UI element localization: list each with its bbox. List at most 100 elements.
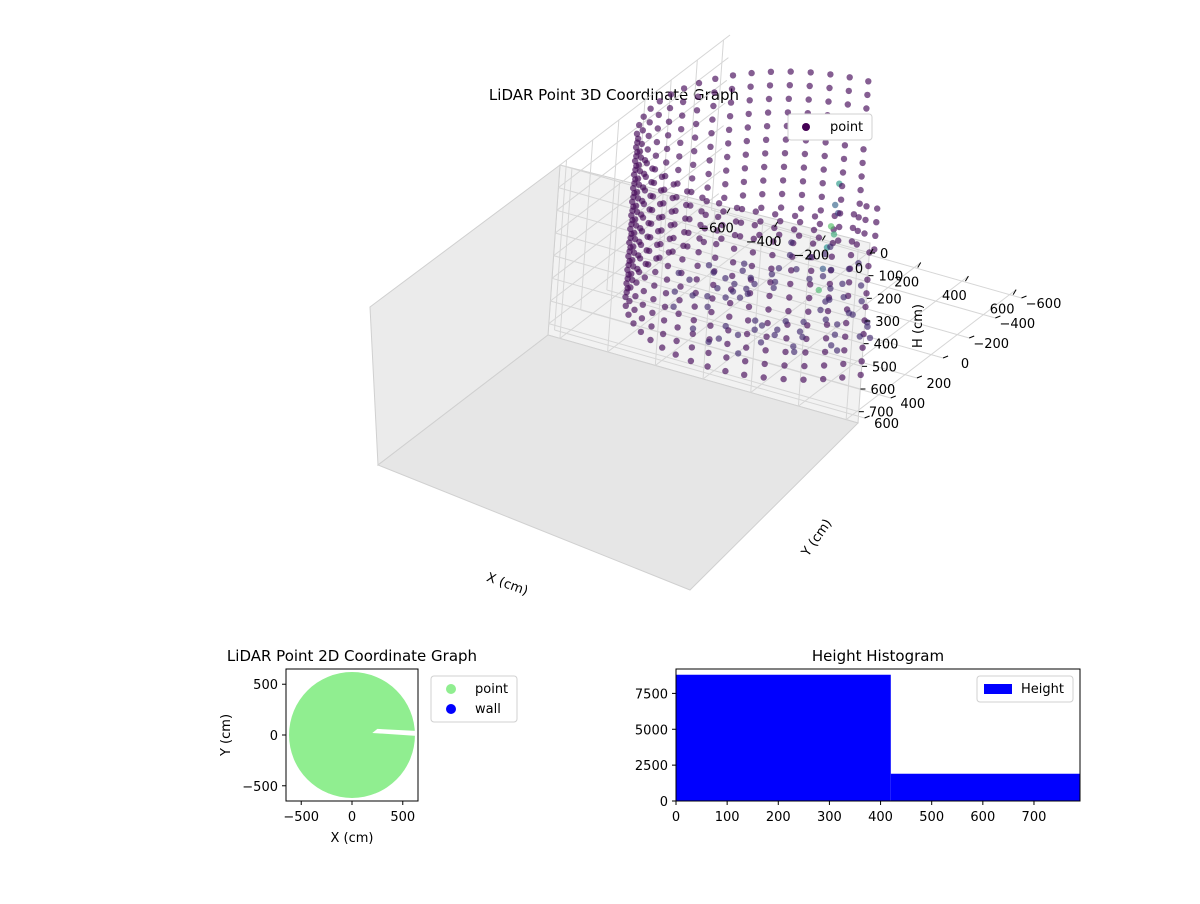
point-3d [822, 139, 829, 146]
point-3d [664, 262, 672, 270]
point-3d [714, 213, 722, 221]
point-3d [729, 72, 737, 79]
point-3d [768, 271, 776, 278]
point-3d [724, 340, 731, 348]
point-3d [693, 276, 700, 283]
point-3d [734, 331, 742, 339]
point-3d [743, 137, 750, 145]
point-3d [850, 211, 858, 218]
point-3d [662, 172, 669, 180]
grid-floor-y-1 [685, 229, 996, 319]
point-3d [645, 132, 652, 140]
point-3d [752, 317, 759, 324]
point-3d [857, 371, 864, 379]
grid-left-z-0 [559, 34, 731, 166]
point-3d [767, 68, 775, 76]
tick-mark-x3d [964, 275, 969, 282]
point-3d [862, 216, 869, 224]
point-3d [780, 375, 787, 383]
tick-label-y3d: −600 [1026, 297, 1062, 312]
grid-back-x-0 [559, 168, 573, 339]
tick-label-y3d: −200 [973, 337, 1009, 352]
point-3d [866, 334, 874, 342]
point-3d [786, 82, 793, 89]
point-3d [819, 273, 827, 280]
point-3d [857, 282, 865, 289]
point-3d [858, 358, 865, 365]
point-3d [808, 267, 815, 274]
histogram-bar-0 [676, 674, 891, 801]
point-3d [827, 223, 835, 230]
point-3d [684, 243, 691, 250]
point-3d [745, 110, 752, 118]
legend-hist-frame [976, 675, 1074, 703]
point-3d [735, 350, 742, 357]
point-3d [664, 132, 672, 139]
point-3d [820, 375, 827, 383]
ticks-2d: −500 −500 0 0 500 500 [242, 678, 415, 825]
point-3d [776, 231, 783, 238]
point-3d [714, 285, 721, 292]
point-3d [769, 251, 776, 259]
point-3d [826, 296, 833, 303]
point-3d [857, 186, 864, 194]
point-3d [807, 69, 814, 76]
point-3d [807, 281, 814, 288]
point-3d [699, 194, 706, 201]
point-3d [824, 307, 832, 315]
point-3d [694, 93, 702, 100]
point-3d [777, 204, 785, 211]
point-3d [647, 105, 654, 112]
point-3d [718, 235, 725, 242]
point-3d [723, 167, 730, 174]
point-3d [743, 285, 750, 292]
point-3d [731, 280, 738, 288]
point-3d [679, 98, 687, 106]
point-3d [757, 339, 765, 346]
point-3d [818, 193, 825, 200]
tick-mark-y3d [995, 315, 1001, 319]
point-3d [836, 223, 843, 231]
point-3d [856, 200, 863, 207]
point-3d [849, 311, 856, 318]
tick-mark-y3d [890, 395, 896, 399]
point-3d [631, 235, 639, 243]
point-3d [659, 213, 666, 221]
point-3d [726, 313, 733, 320]
tick-label-yhist: 7500 [635, 687, 668, 702]
point-3d [801, 362, 808, 370]
tick-label-xhist: 0 [672, 810, 680, 825]
point-3d [832, 201, 839, 209]
point-3d [799, 333, 806, 341]
point-3d [704, 303, 711, 310]
point-3d [715, 335, 722, 342]
point-3d [729, 272, 736, 280]
legend-3d-label-point: point [830, 120, 863, 135]
point-3d [630, 171, 638, 178]
point-3d [821, 152, 828, 160]
point-3d [864, 276, 871, 283]
tick-label-z3d: 700 [869, 406, 894, 421]
point-3d [733, 204, 741, 212]
point-3d [805, 308, 812, 315]
point-3d [667, 91, 675, 98]
point-3d [669, 248, 676, 255]
point-3d [845, 265, 853, 273]
points-2d [289, 672, 418, 798]
point-3d [819, 265, 827, 272]
point-3d [632, 176, 639, 183]
point-3d [785, 307, 792, 315]
point-3d [865, 78, 872, 85]
point-3d [771, 278, 779, 286]
point-3d [677, 283, 684, 290]
point-3d [760, 374, 767, 381]
point-3d [705, 170, 712, 178]
point-3d [758, 322, 766, 329]
point-3d [671, 288, 678, 295]
legend-3d: point [787, 113, 873, 141]
legend-hist-label: Height [1021, 682, 1064, 697]
point-3d [756, 231, 763, 239]
point-3d [676, 153, 683, 160]
point-3d [830, 231, 838, 238]
